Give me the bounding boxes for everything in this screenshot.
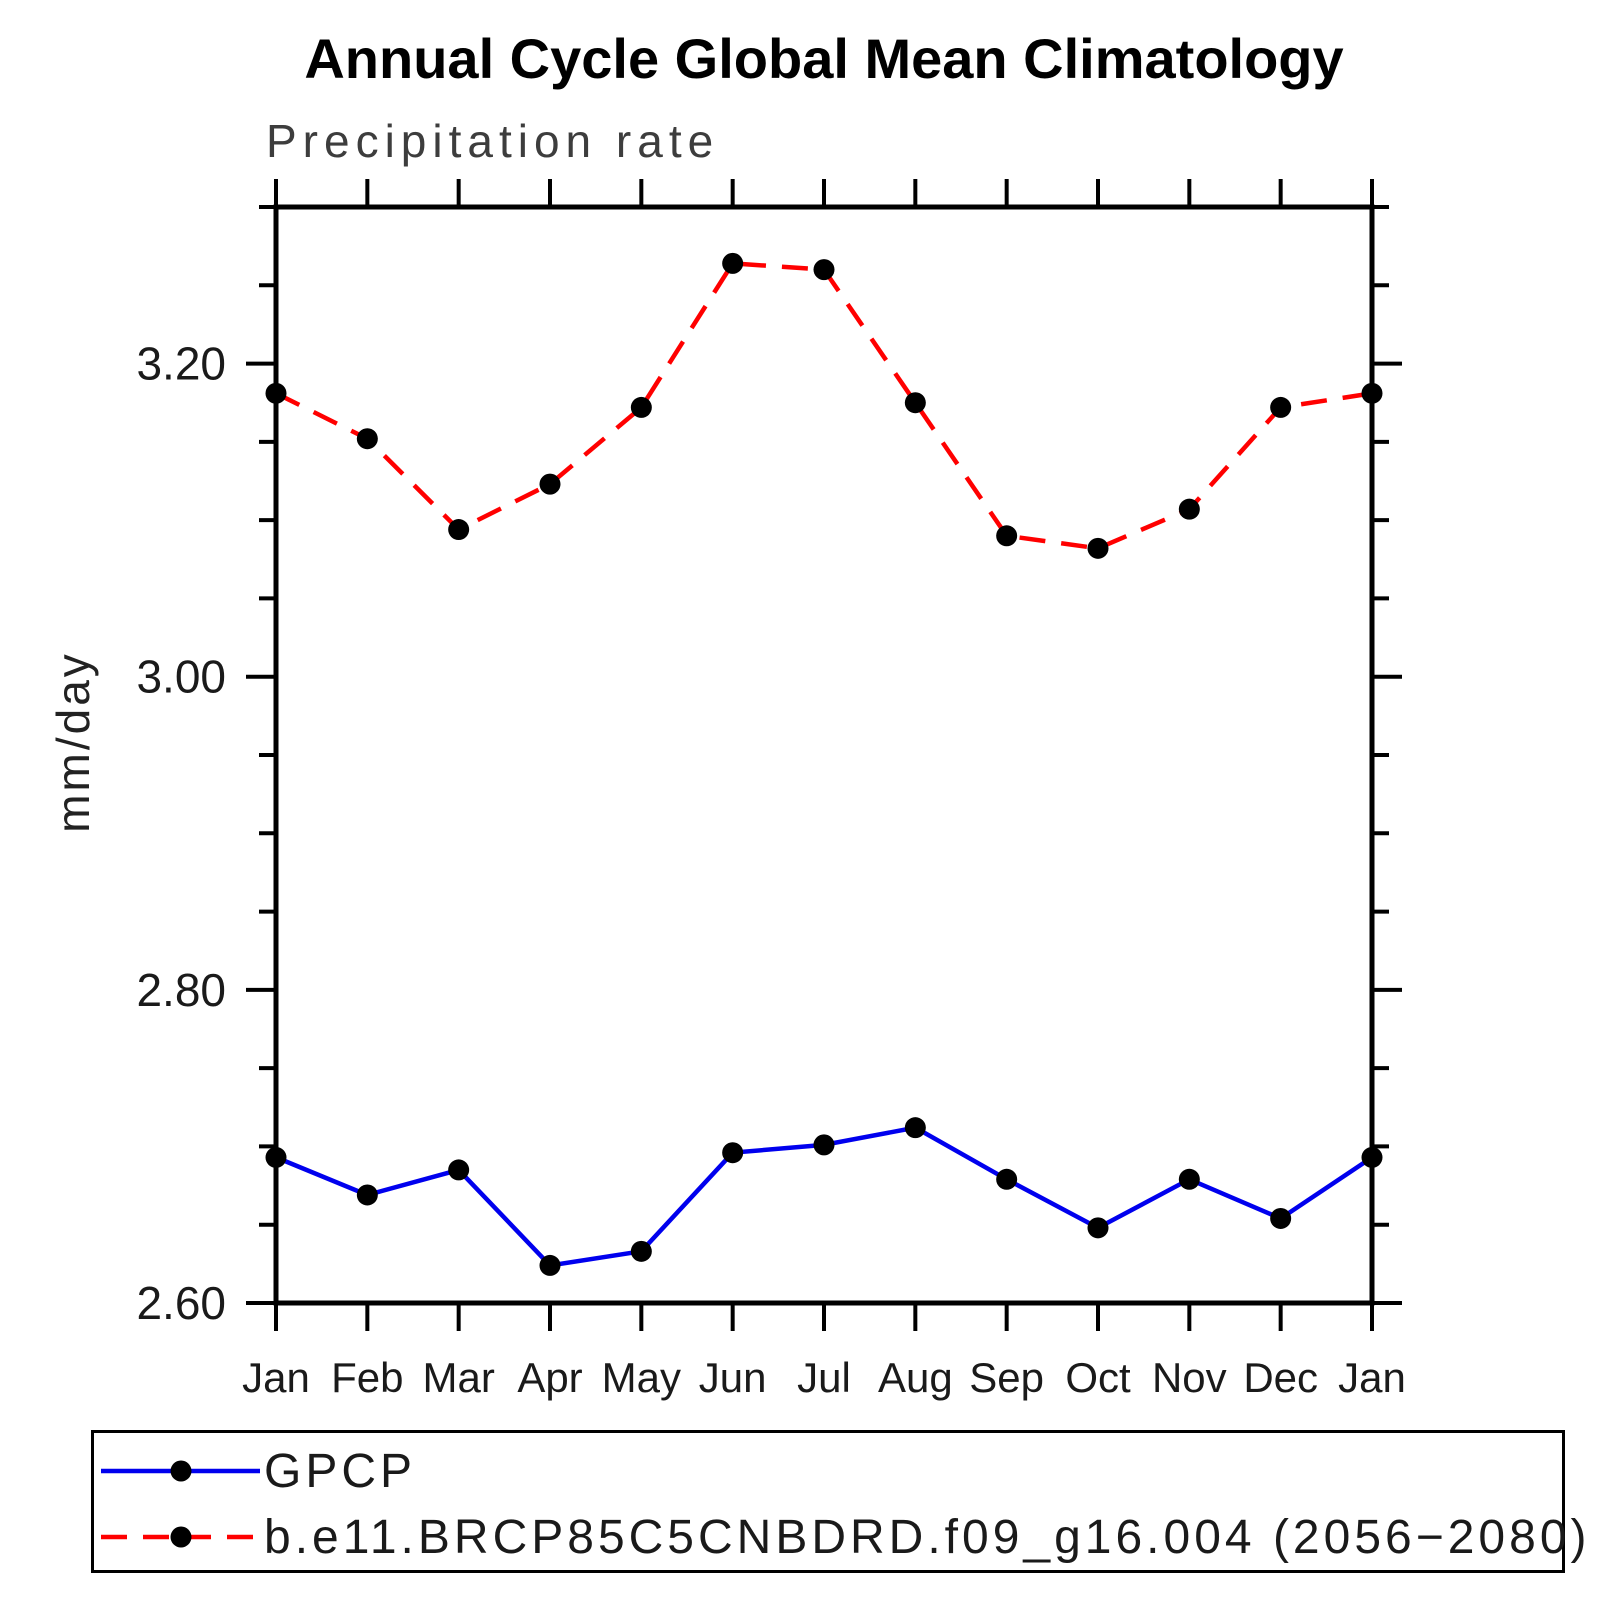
y-tick-label: 3.20	[136, 338, 226, 390]
chart-subtitle: Precipitation rate	[266, 115, 720, 167]
data-point-marker	[1178, 498, 1200, 520]
legend-label: GPCP	[264, 1444, 417, 1498]
data-point-marker	[1361, 1146, 1383, 1168]
data-point-marker	[996, 1168, 1018, 1190]
legend-label: b.e11.BRCP85C5CNBDRD.f09_g16.004 (2056−2…	[264, 1510, 1591, 1564]
x-tick-label: Apr	[517, 1354, 582, 1401]
x-tick-label: Jan	[1338, 1354, 1406, 1401]
x-tick-label: Jun	[699, 1354, 767, 1401]
data-point-marker	[539, 1254, 561, 1276]
x-tick-label: Aug	[878, 1354, 953, 1401]
data-point-marker	[1361, 382, 1383, 404]
data-point-marker	[1087, 537, 1109, 559]
data-point-marker	[630, 396, 652, 418]
data-point-marker	[1087, 1217, 1109, 1239]
legend-box: GPCP b.e11.BRCP85C5CNBDRD.f09_g16.004 (20…	[91, 1430, 1587, 1573]
y-tick-label: 2.60	[136, 1277, 226, 1329]
x-tick-label: Jul	[797, 1354, 851, 1401]
data-point-marker	[448, 519, 470, 541]
data-point-marker	[265, 1146, 287, 1168]
x-tick-label: Jan	[242, 1354, 310, 1401]
x-tick-label: Sep	[969, 1354, 1044, 1401]
data-point-marker	[904, 1117, 926, 1139]
x-tick-label: Dec	[1243, 1354, 1318, 1401]
legend-marker	[170, 1460, 192, 1482]
legend-line-sample	[101, 1460, 260, 1482]
data-point-marker	[1270, 1207, 1292, 1229]
data-point-marker	[356, 428, 378, 450]
data-point-marker	[630, 1240, 652, 1262]
data-point-marker	[539, 473, 561, 495]
x-tick-label: Feb	[331, 1354, 403, 1401]
chart-title: Annual Cycle Global Mean Climatology	[304, 27, 1344, 90]
data-point-marker	[1270, 396, 1292, 418]
legend-entry: GPCP	[94, 1438, 416, 1504]
data-point-marker	[722, 1142, 744, 1164]
legend-entry: b.e11.BRCP85C5CNBDRD.f09_g16.004 (2056−2…	[94, 1504, 1591, 1570]
data-point-marker	[265, 382, 287, 404]
data-point-marker	[813, 259, 835, 281]
x-tick-label: Mar	[422, 1354, 494, 1401]
data-point-marker	[996, 525, 1018, 547]
data-point-marker	[722, 252, 744, 274]
legend-marker	[170, 1526, 192, 1548]
legend-line-sample	[101, 1526, 260, 1548]
y-tick-label: 2.80	[136, 964, 226, 1016]
data-point-marker	[356, 1184, 378, 1206]
x-tick-label: May	[602, 1354, 681, 1401]
data-point-marker	[448, 1159, 470, 1181]
x-tick-label: Nov	[1152, 1354, 1227, 1401]
data-point-marker	[1178, 1168, 1200, 1190]
y-tick-label: 3.00	[136, 651, 226, 703]
data-point-marker	[904, 392, 926, 414]
x-tick-label: Oct	[1065, 1354, 1131, 1401]
data-point-marker	[813, 1134, 835, 1156]
series-line-model	[274, 261, 1373, 551]
